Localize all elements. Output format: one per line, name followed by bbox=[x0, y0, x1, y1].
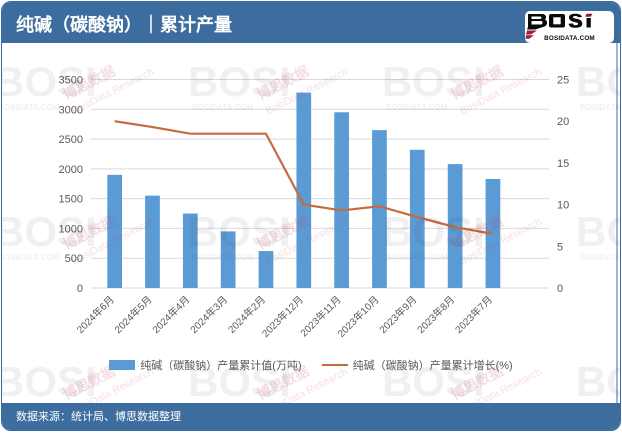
svg-text:3000: 3000 bbox=[59, 104, 83, 116]
svg-text:2024年3月: 2024年3月 bbox=[187, 293, 230, 336]
svg-text:500: 500 bbox=[65, 253, 83, 265]
svg-text:3500: 3500 bbox=[59, 75, 83, 87]
svg-text:2500: 2500 bbox=[59, 134, 83, 146]
svg-text:2000: 2000 bbox=[59, 164, 83, 176]
svg-text:10: 10 bbox=[557, 200, 569, 212]
svg-text:25: 25 bbox=[557, 75, 569, 87]
svg-text:20: 20 bbox=[557, 116, 569, 128]
svg-text:2023年8月: 2023年8月 bbox=[414, 293, 457, 336]
svg-text:2024年6月: 2024年6月 bbox=[74, 293, 117, 336]
svg-text:5: 5 bbox=[557, 241, 563, 253]
svg-text:0: 0 bbox=[77, 283, 83, 295]
svg-text:2024年5月: 2024年5月 bbox=[112, 293, 155, 336]
svg-text:2023年10月: 2023年10月 bbox=[335, 293, 382, 340]
svg-text:0: 0 bbox=[557, 283, 563, 295]
svg-text:2023年7月: 2023年7月 bbox=[452, 293, 495, 336]
svg-text:2024年4月: 2024年4月 bbox=[149, 293, 192, 336]
svg-text:2023年9月: 2023年9月 bbox=[376, 293, 419, 336]
svg-text:1000: 1000 bbox=[59, 223, 83, 235]
svg-text:15: 15 bbox=[557, 158, 569, 170]
svg-text:BOSIDATA.COM: BOSIDATA.COM bbox=[544, 35, 595, 42]
svg-text:1500: 1500 bbox=[59, 194, 83, 206]
